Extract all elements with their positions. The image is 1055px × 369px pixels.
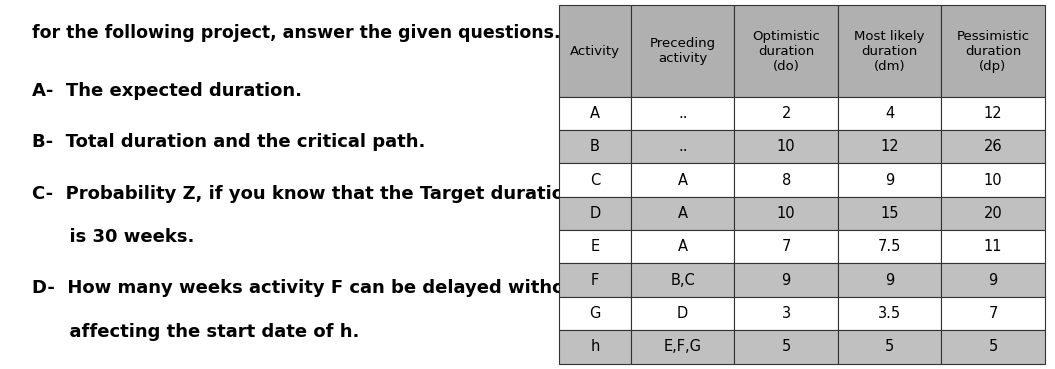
Bar bbox=[941, 6, 1044, 97]
Bar bbox=[559, 6, 631, 97]
Text: 9: 9 bbox=[885, 273, 895, 288]
Text: 20: 20 bbox=[983, 206, 1002, 221]
Text: B: B bbox=[590, 139, 600, 154]
Text: ..: .. bbox=[678, 139, 688, 154]
Bar bbox=[838, 263, 941, 297]
Bar bbox=[941, 197, 1044, 230]
Text: affecting the start date of h.: affecting the start date of h. bbox=[32, 323, 360, 341]
Text: 8: 8 bbox=[782, 173, 791, 188]
Text: G: G bbox=[589, 306, 600, 321]
Bar bbox=[559, 130, 631, 163]
Text: 12: 12 bbox=[983, 106, 1002, 121]
Text: 12: 12 bbox=[880, 139, 899, 154]
Bar bbox=[631, 297, 734, 330]
Text: Most likely
duration
(dm): Most likely duration (dm) bbox=[855, 30, 925, 73]
Bar bbox=[734, 263, 838, 297]
Bar bbox=[631, 163, 734, 197]
Bar bbox=[559, 163, 631, 197]
Text: 7: 7 bbox=[782, 239, 791, 254]
Bar bbox=[559, 263, 631, 297]
Text: Pessimistic
duration
(dp): Pessimistic duration (dp) bbox=[957, 30, 1030, 73]
Text: 7: 7 bbox=[989, 306, 998, 321]
Bar bbox=[631, 330, 734, 363]
Text: 10: 10 bbox=[776, 206, 795, 221]
Text: h: h bbox=[590, 339, 599, 354]
Text: 3.5: 3.5 bbox=[878, 306, 901, 321]
Text: 11: 11 bbox=[983, 239, 1002, 254]
Bar bbox=[559, 230, 631, 263]
Bar bbox=[559, 297, 631, 330]
Text: 9: 9 bbox=[989, 273, 998, 288]
Bar bbox=[941, 130, 1044, 163]
Text: C-  Probability Z, if you know that the Target duration (TD): C- Probability Z, if you know that the T… bbox=[32, 184, 627, 203]
Bar bbox=[734, 197, 838, 230]
Text: 5: 5 bbox=[782, 339, 791, 354]
Bar bbox=[631, 230, 734, 263]
Text: 5: 5 bbox=[885, 339, 895, 354]
Bar bbox=[559, 97, 631, 130]
Bar bbox=[838, 197, 941, 230]
Text: 5: 5 bbox=[989, 339, 998, 354]
Text: E: E bbox=[591, 239, 599, 254]
Bar bbox=[734, 163, 838, 197]
Text: 4: 4 bbox=[885, 106, 895, 121]
Bar bbox=[941, 97, 1044, 130]
Bar bbox=[631, 197, 734, 230]
Text: A: A bbox=[677, 173, 688, 188]
Bar bbox=[941, 330, 1044, 363]
Text: A: A bbox=[590, 106, 600, 121]
Bar bbox=[838, 130, 941, 163]
Bar bbox=[838, 6, 941, 97]
Text: 7.5: 7.5 bbox=[878, 239, 901, 254]
Text: D: D bbox=[677, 306, 688, 321]
Text: D: D bbox=[589, 206, 600, 221]
Bar bbox=[838, 297, 941, 330]
Bar bbox=[838, 97, 941, 130]
Bar bbox=[838, 163, 941, 197]
Bar bbox=[631, 263, 734, 297]
Bar bbox=[734, 97, 838, 130]
Text: A: A bbox=[677, 206, 688, 221]
Text: Optimistic
duration
(do): Optimistic duration (do) bbox=[752, 30, 820, 73]
Bar bbox=[941, 297, 1044, 330]
Bar bbox=[631, 97, 734, 130]
Bar bbox=[631, 6, 734, 97]
Text: C: C bbox=[590, 173, 600, 188]
Bar bbox=[838, 230, 941, 263]
Bar bbox=[941, 163, 1044, 197]
Bar bbox=[941, 230, 1044, 263]
Text: A-  The expected duration.: A- The expected duration. bbox=[32, 82, 302, 100]
Text: for the following project, answer the given questions.: for the following project, answer the gi… bbox=[32, 24, 560, 42]
Text: A: A bbox=[677, 239, 688, 254]
Text: is 30 weeks.: is 30 weeks. bbox=[32, 228, 194, 246]
Text: B,C: B,C bbox=[670, 273, 695, 288]
Text: ..: .. bbox=[678, 106, 688, 121]
Bar bbox=[734, 330, 838, 363]
Text: 26: 26 bbox=[983, 139, 1002, 154]
Text: B-  Total duration and the critical path.: B- Total duration and the critical path. bbox=[32, 133, 425, 151]
Text: 15: 15 bbox=[880, 206, 899, 221]
Bar bbox=[631, 130, 734, 163]
Text: F: F bbox=[591, 273, 599, 288]
Text: 9: 9 bbox=[782, 273, 791, 288]
Text: D-  How many weeks activity F can be delayed without: D- How many weeks activity F can be dela… bbox=[32, 279, 586, 297]
Bar bbox=[734, 130, 838, 163]
Text: 10: 10 bbox=[983, 173, 1002, 188]
Text: 2: 2 bbox=[782, 106, 791, 121]
Bar bbox=[941, 263, 1044, 297]
Text: Preceding
activity: Preceding activity bbox=[650, 37, 715, 65]
Text: Activity: Activity bbox=[570, 45, 620, 58]
Bar bbox=[734, 230, 838, 263]
Text: 10: 10 bbox=[776, 139, 795, 154]
Bar bbox=[838, 330, 941, 363]
Bar bbox=[559, 330, 631, 363]
Text: E,F,G: E,F,G bbox=[664, 339, 702, 354]
Text: 3: 3 bbox=[782, 306, 790, 321]
Text: 9: 9 bbox=[885, 173, 895, 188]
Bar bbox=[734, 6, 838, 97]
Bar bbox=[559, 197, 631, 230]
Bar bbox=[734, 297, 838, 330]
